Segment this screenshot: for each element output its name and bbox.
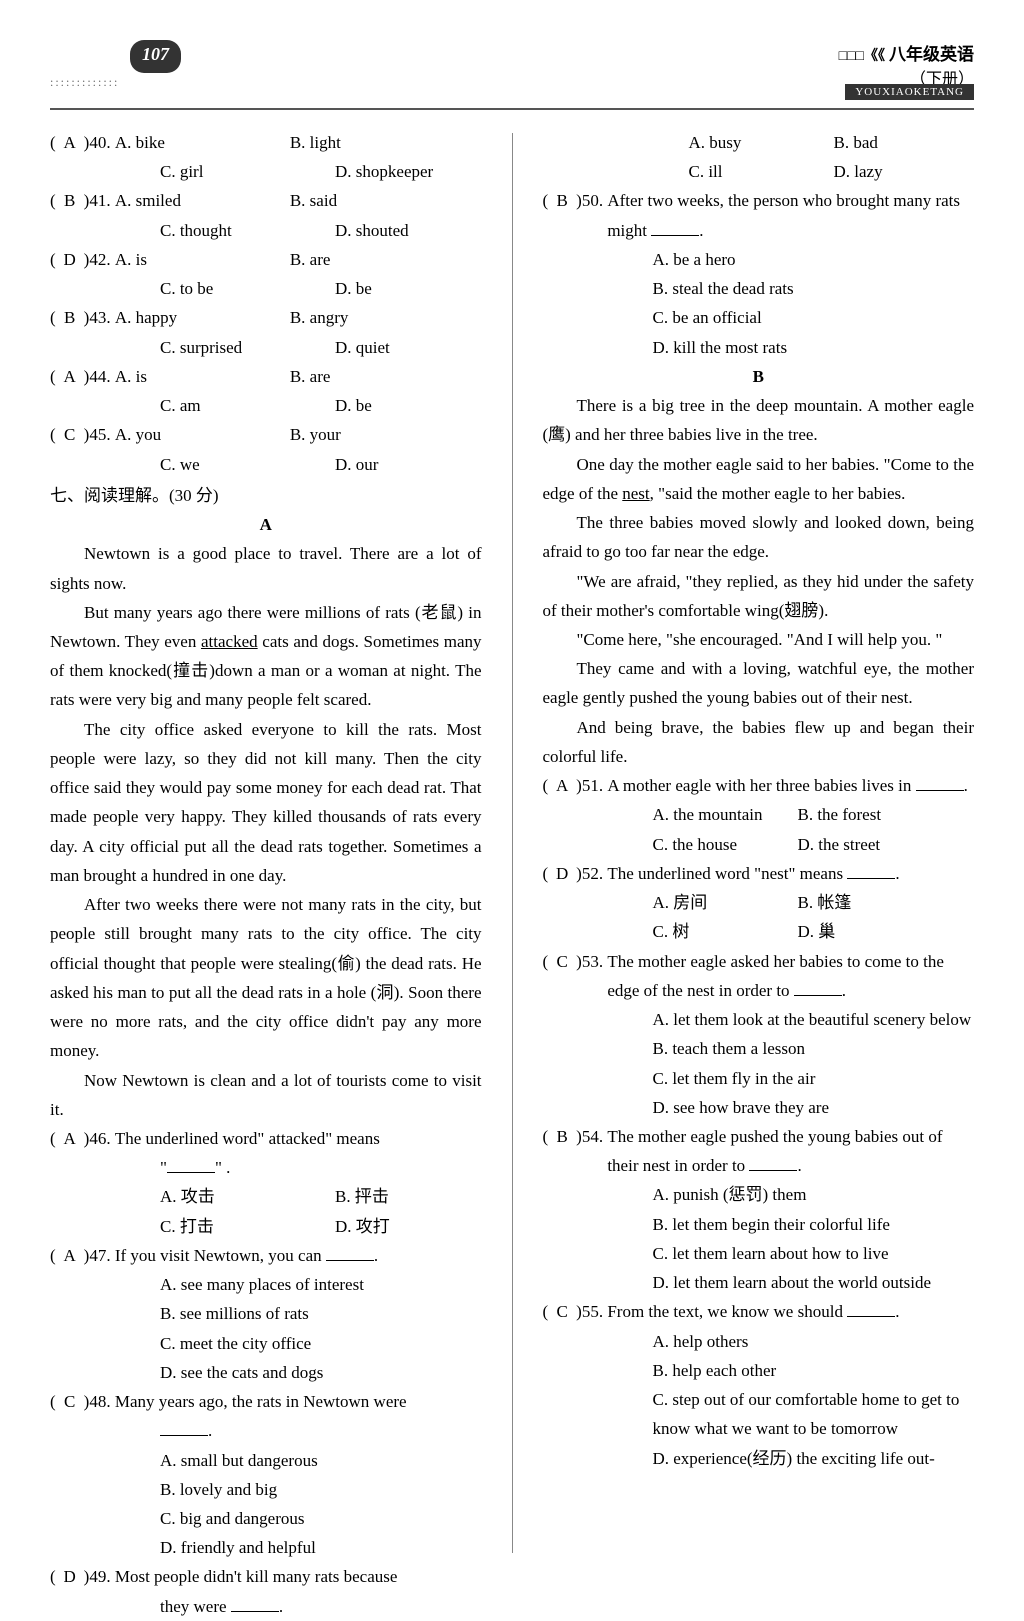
section-7-title: 七、阅读理解。(30 分) xyxy=(50,481,482,510)
q50: (B)50. After two weeks, the person who b… xyxy=(542,186,974,244)
q52: (D)52. The underlined word "nest" means … xyxy=(542,859,974,888)
cloze-q43: (B)43. A. happyB. angry C. surprisedD. q… xyxy=(50,303,482,361)
passage-b-p1: There is a big tree in the deep mountain… xyxy=(542,391,974,449)
header-ribbon: YOUXIAOKETANG xyxy=(845,84,974,100)
passage-a-p4: After two weeks there were not many rats… xyxy=(50,890,482,1065)
q46-blank: "" . xyxy=(50,1153,482,1182)
passage-a-p5: Now Newtown is clean and a lot of touris… xyxy=(50,1066,482,1124)
q49-opts-row1: A. busyB. bad xyxy=(542,128,974,157)
page-number-badge: 107 xyxy=(130,40,181,73)
column-divider xyxy=(512,133,513,1553)
passage-a-label: A xyxy=(50,510,482,539)
passage-b-p7: And being brave, the babies flew up and … xyxy=(542,713,974,771)
q46: (A)46. The underlined word" attacked" me… xyxy=(50,1124,482,1153)
q53: (C)53. The mother eagle asked her babies… xyxy=(542,947,974,1005)
q48: (C)48. Many years ago, the rats in Newto… xyxy=(50,1387,482,1416)
cloze-q42: (D)42. A. isB. are C. to beD. be xyxy=(50,245,482,303)
passage-b-p2: One day the mother eagle said to her bab… xyxy=(542,450,974,508)
passage-a-p3: The city office asked everyone to kill t… xyxy=(50,715,482,890)
passage-b-p5: "Come here, "she encouraged. "And I will… xyxy=(542,625,974,654)
header-dots: ::::::::::::: xyxy=(50,75,119,90)
content-columns: (A)40. A. bikeB. light C. girlD. shopkee… xyxy=(50,128,974,1621)
right-column: A. busyB. bad C. illD. lazy (B)50. After… xyxy=(542,128,974,1621)
passage-b-p3: The three babies moved slowly and looked… xyxy=(542,508,974,566)
q47: (A)47. If you visit Newtown, you can . xyxy=(50,1241,482,1270)
cloze-q40: (A)40. A. bikeB. light C. girlD. shopkee… xyxy=(50,128,482,186)
passage-b-p4: "We are afraid, "they replied, as they h… xyxy=(542,567,974,625)
passage-b-label: B xyxy=(542,362,974,391)
cloze-q45: (C)45. A. youB. your C. weD. our xyxy=(50,420,482,478)
q49-opts-row2: C. illD. lazy xyxy=(542,157,974,186)
grade-title: □□□《《八年级英语 （下册） xyxy=(839,40,974,89)
cloze-q44: (A)44. A. isB. are C. amD. be xyxy=(50,362,482,420)
grade-text-1: 八年级英语 xyxy=(889,45,974,64)
q54: (B)54. The mother eagle pushed the young… xyxy=(542,1122,974,1180)
page-header: ::::::::::::: 107 □□□《《八年级英语 （下册） YOUXIA… xyxy=(50,40,974,110)
cloze-q41: (B)41. A. smiledB. said C. thoughtD. sho… xyxy=(50,186,482,244)
q55: (C)55. From the text, we know we should … xyxy=(542,1297,974,1326)
left-column: (A)40. A. bikeB. light C. girlD. shopkee… xyxy=(50,128,482,1621)
passage-a-p1: Newtown is a good place to travel. There… xyxy=(50,539,482,597)
passage-b-p6: They came and with a loving, watchful ey… xyxy=(542,654,974,712)
passage-a-p2: But many years ago there were millions o… xyxy=(50,598,482,715)
header-boxes: □□□《《 xyxy=(839,45,885,65)
q49: (D)49. Most people didn't kill many rats… xyxy=(50,1562,482,1591)
q49-line2: they were . xyxy=(50,1592,482,1621)
q51: (A)51. A mother eagle with her three bab… xyxy=(542,771,974,800)
